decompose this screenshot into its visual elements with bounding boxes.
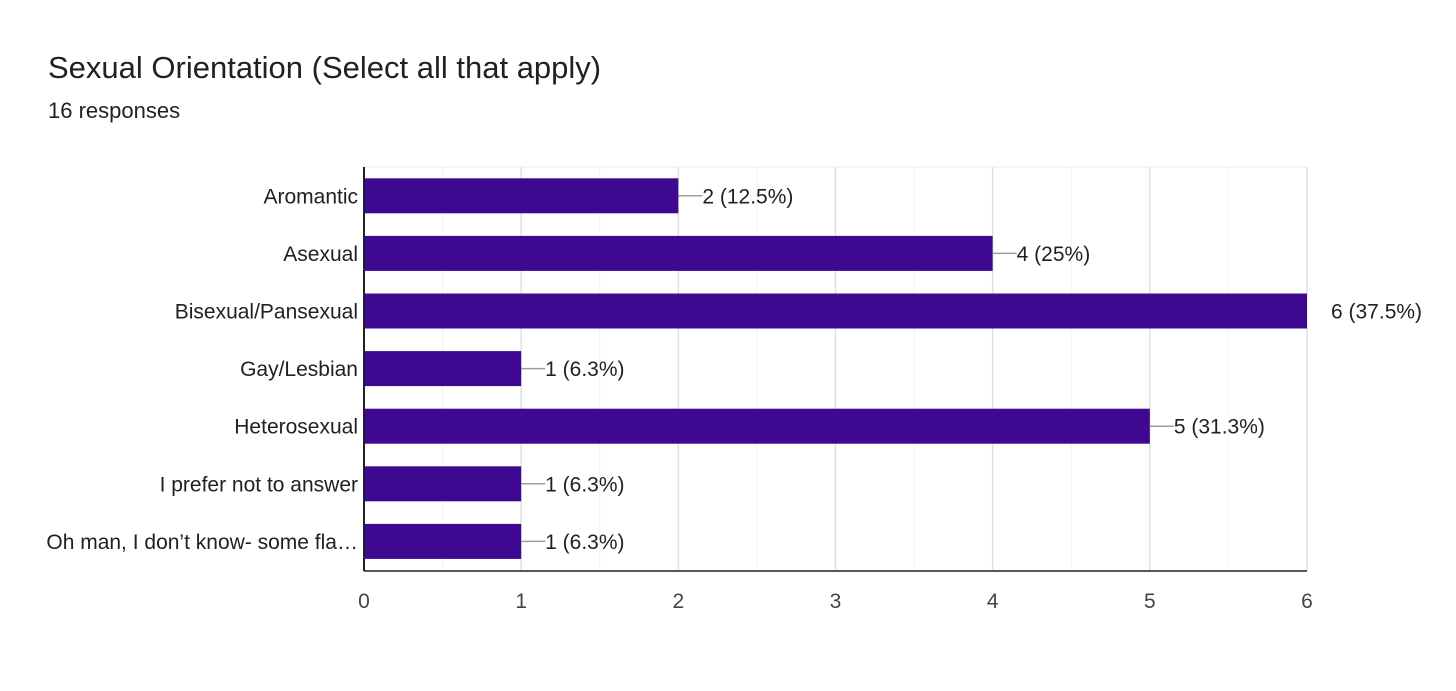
data-label: 1 (6.3%) (545, 531, 624, 554)
x-tick-label: 1 (515, 590, 527, 613)
category-label: Oh man, I don’t know- some fla… (46, 531, 358, 554)
x-tick-label: 3 (830, 590, 842, 613)
data-label: 2 (12.5%) (702, 185, 793, 208)
bar (364, 178, 679, 214)
data-label: 6 (37.5%) (1331, 301, 1422, 324)
data-label: 4 (25%) (1017, 243, 1091, 266)
data-label: 1 (6.3%) (545, 473, 624, 496)
chart-title: Sexual Orientation (Select all that appl… (48, 50, 602, 85)
x-tick-label: 4 (987, 590, 999, 613)
bar (364, 466, 522, 502)
response-count: 16 responses (48, 98, 181, 123)
bar (364, 293, 1307, 329)
bar (364, 235, 993, 271)
x-tick-label: 6 (1301, 590, 1313, 613)
bar (364, 351, 522, 387)
x-tick-label: 2 (672, 590, 684, 613)
category-label: Aromantic (263, 185, 358, 208)
category-label: Heterosexual (234, 416, 358, 439)
category-label: Asexual (283, 243, 358, 266)
data-label: 5 (31.3%) (1174, 416, 1265, 439)
x-tick-label: 0 (358, 590, 370, 613)
bar (364, 408, 1150, 444)
category-label: Gay/Lesbian (240, 358, 358, 381)
data-label: 1 (6.3%) (545, 358, 624, 381)
bar (364, 523, 522, 559)
category-label: I prefer not to answer (160, 473, 358, 496)
category-label: Bisexual/Pansexual (175, 301, 358, 324)
x-tick-label: 5 (1144, 590, 1156, 613)
